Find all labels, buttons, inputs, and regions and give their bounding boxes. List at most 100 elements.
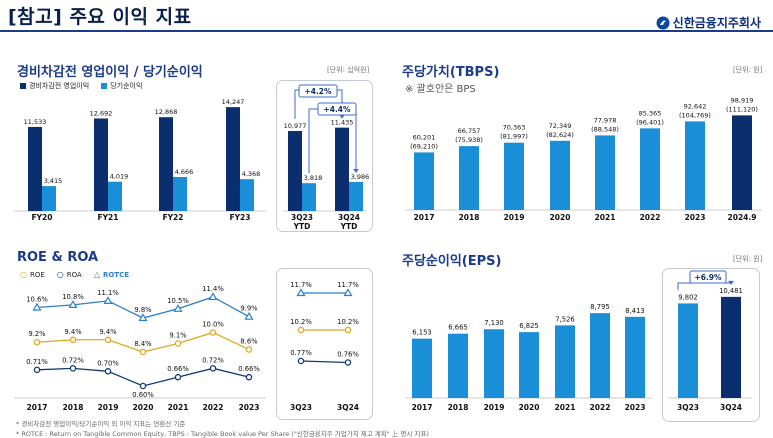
data-label-rotce: 11.1% <box>97 289 119 297</box>
legend-bl: ○ ROE ○ ROA △ ROTCE <box>20 270 129 279</box>
marker-roe <box>33 338 41 346</box>
data-label-rotce: 9.9% <box>240 305 258 313</box>
data-label-netincome: 3,986 <box>351 173 370 181</box>
data-label-operating: 11,435 <box>331 119 354 127</box>
data-label-tbps: 85,365 <box>639 109 662 117</box>
bar-eps <box>590 313 610 398</box>
bar-eps <box>519 332 539 398</box>
legend-tl: 경비차감전 영업이익 당기순이익 <box>20 81 142 91</box>
marker-rotce <box>103 296 113 304</box>
data-label-roe: 9.4% <box>64 328 82 336</box>
bar-eps <box>484 329 504 398</box>
growth-arrow-operating <box>339 114 345 119</box>
data-label-bps: (96,401) <box>636 118 664 126</box>
panel-title-operating-income: 경비차감전 영업이익 / 당기순이익 <box>17 65 203 80</box>
brand-logo: 신한금융지주회사 <box>656 14 761 31</box>
data-label-roe: 9.4% <box>99 328 117 336</box>
data-label-roa: 0.66% <box>167 365 189 373</box>
bar-tbps <box>640 128 660 210</box>
legend-label-operating: 경비차감전 영업이익 <box>29 82 90 90</box>
x-tick-label-1: YTD <box>340 222 358 231</box>
x-tick-label: 3Q24 <box>720 403 742 412</box>
bar-operating <box>288 130 302 211</box>
data-label-eps: 7,130 <box>484 319 503 327</box>
data-label-rotce: 10.5% <box>167 297 189 305</box>
bar-netincome <box>240 179 254 211</box>
legend-item-netincome: 당기순이익 <box>101 81 142 91</box>
data-label-roe: 10.0% <box>202 320 224 328</box>
data-label-roa: 0.70% <box>97 359 119 367</box>
marker-rotce <box>208 292 218 301</box>
bps-note: ※ 괄호안은 BPS <box>405 84 476 95</box>
data-label-netincome: 3,415 <box>44 177 63 185</box>
x-tick-label-0: 3Q24 <box>338 213 360 222</box>
x-tick-label: FY23 <box>230 213 251 222</box>
x-tick-label: 2022 <box>203 403 224 412</box>
growth-arrow-netincome <box>353 168 359 173</box>
x-tick-label: 3Q23 <box>290 403 312 412</box>
series-line-roa <box>300 360 349 364</box>
data-label-eps: 6,665 <box>448 324 467 332</box>
data-label-eps: 6,825 <box>519 322 538 330</box>
legend-item-roe: ○ ROE <box>20 270 45 279</box>
legend-swatch-dark <box>20 83 26 89</box>
data-label-bps: (111,120) <box>726 105 758 113</box>
bar-netincome <box>349 181 363 211</box>
growth-badge-operating <box>298 84 338 98</box>
x-tick-label: 2021 <box>168 403 189 412</box>
marker-roa <box>344 359 352 366</box>
page-title: [참고] 주요 이익 지표 <box>8 6 192 28</box>
data-label-roa: 0.72% <box>202 356 224 364</box>
data-label-roa: 0.77% <box>290 349 312 357</box>
data-label-bps: (75,938) <box>455 136 483 144</box>
data-label-eps: 7,526 <box>555 315 574 323</box>
x-tick-label: 2024.9 <box>728 213 757 222</box>
data-label-bps: (82,624) <box>546 131 574 139</box>
data-label-roe: 8.4% <box>134 340 152 348</box>
marker-rotce <box>138 313 148 322</box>
growth-badge-eps <box>689 270 727 284</box>
data-label-roa: 0.71% <box>26 358 48 366</box>
bar-tbps <box>732 115 752 210</box>
marker-roa <box>104 368 112 375</box>
marker-rotce <box>296 288 306 297</box>
marker-roe <box>69 336 77 344</box>
data-label-roe: 8.6% <box>240 338 258 346</box>
data-label-rotce: 11.7% <box>290 281 312 289</box>
bar-tbps <box>550 140 570 210</box>
data-label-tbps: 72,349 <box>549 122 572 130</box>
marker-roe <box>245 346 253 353</box>
x-tick-label: 2022 <box>640 213 661 222</box>
unit-label-tr: [단위: 원] <box>733 66 763 74</box>
marker-roa <box>209 365 217 372</box>
bar-netincome <box>108 181 122 211</box>
bar-netincome <box>173 176 187 211</box>
bar-operating <box>335 127 349 211</box>
data-label-rotce: 10.6% <box>26 295 48 303</box>
data-label-operating: 11,533 <box>24 118 47 126</box>
legend-label-netincome: 당기순이익 <box>110 82 143 90</box>
x-tick-label: 2023 <box>625 403 646 412</box>
data-label-tbps: 98,919 <box>731 96 754 104</box>
data-label-rotce: 11.7% <box>337 281 359 289</box>
marker-roe <box>174 340 182 347</box>
marker-rotce <box>68 300 78 308</box>
legend-label-rotce: ROTCE <box>102 270 130 279</box>
x-tick-label: 3Q23 <box>677 403 699 412</box>
legend-item-roa: ○ ROA <box>57 270 82 279</box>
x-tick-label: FY22 <box>163 213 184 222</box>
bar-tbps <box>459 146 479 210</box>
x-tick-label: 2019 <box>504 213 525 222</box>
bar-eps <box>678 303 698 398</box>
data-label-eps: 6,153 <box>412 329 431 337</box>
marker-rotce <box>343 288 353 297</box>
bar-eps <box>412 338 432 398</box>
bar-tbps <box>414 152 434 210</box>
data-label-roa: 0.72% <box>62 356 84 364</box>
marker-roa <box>297 357 305 365</box>
data-label-netincome: 4,019 <box>110 173 129 181</box>
x-tick-label: FY21 <box>98 213 119 222</box>
x-tick-label: 2022 <box>590 403 611 412</box>
